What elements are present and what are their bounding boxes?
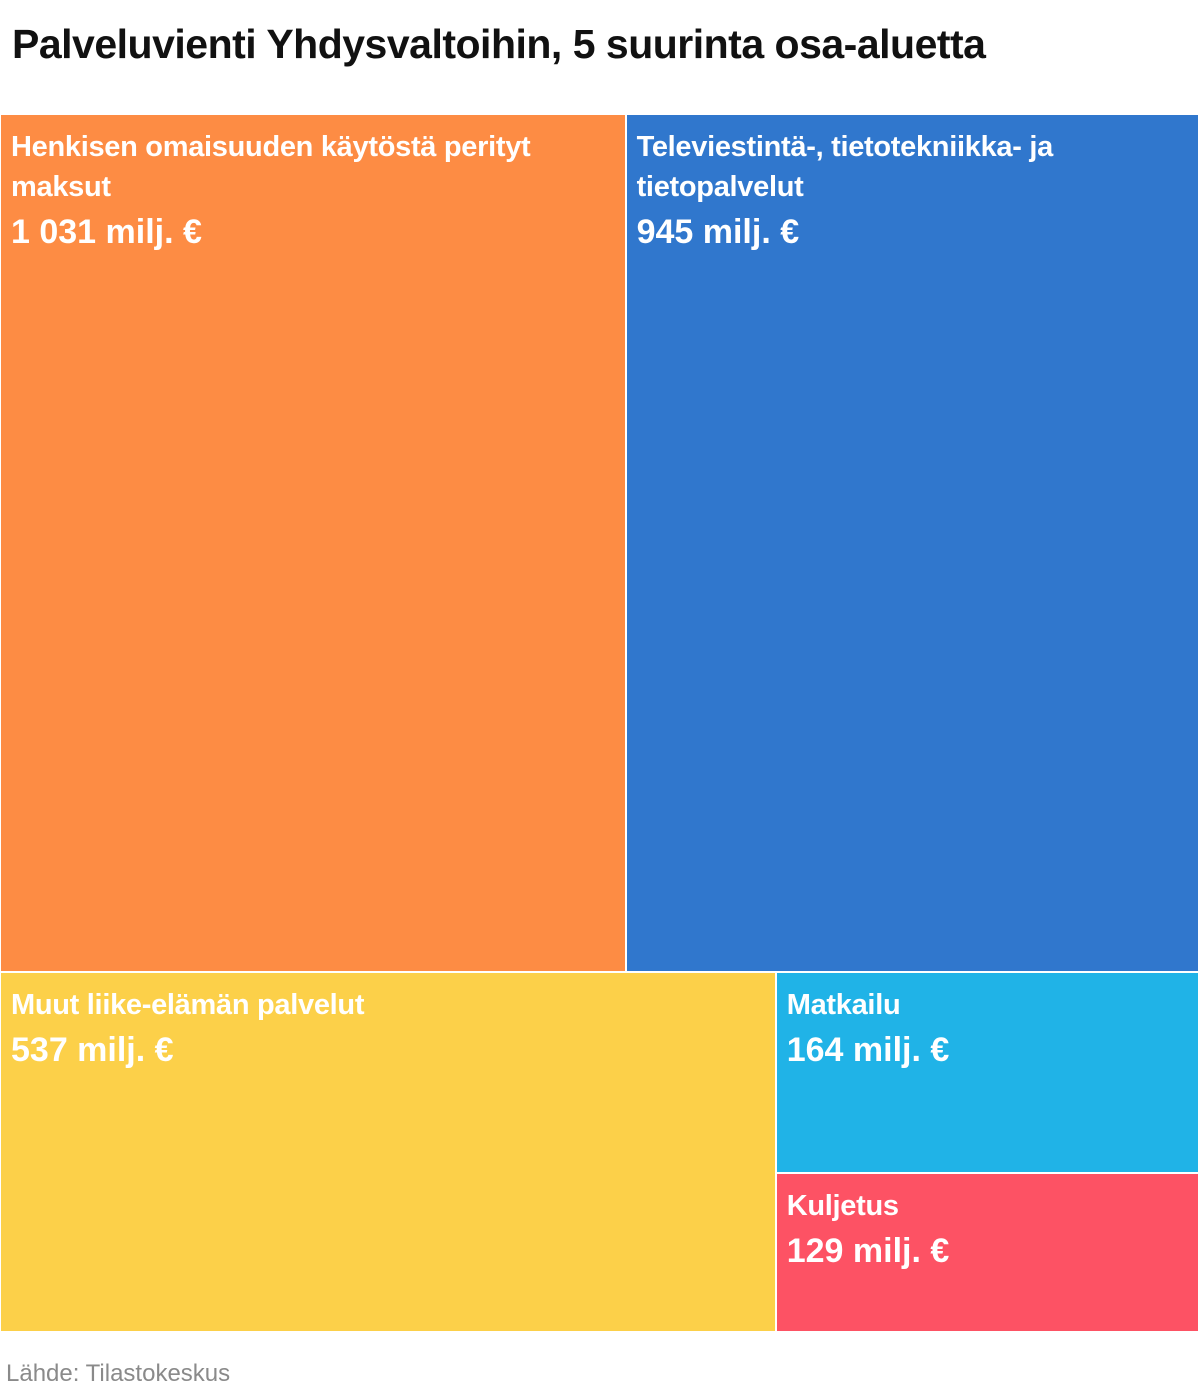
treemap-tile: Matkailu 164 milj. € — [775, 971, 1199, 1174]
treemap-tile: Kuljetus 129 milj. € — [775, 1173, 1199, 1332]
tile-label: Matkailu — [786, 988, 901, 1021]
tile-label: Kuljetus — [786, 1190, 899, 1223]
tile-value: 1 031 milj. € — [11, 213, 202, 251]
treemap-tile: Muut liike-elämän palvelut 537 milj. € — [0, 971, 776, 1332]
tile-value: 537 milj. € — [11, 1030, 174, 1069]
treemap-tile: Henkisen omaisuuden käytöstä perityt mak… — [0, 114, 626, 972]
treemap: Henkisen omaisuuden käytöstä perityt mak… — [0, 114, 1199, 1332]
chart-title: Palveluvienti Yhdysvaltoihin, 5 suurinta… — [12, 21, 986, 67]
tile-value: 164 milj. € — [786, 1030, 950, 1069]
source-note: Lähde: Tilastokeskus — [6, 1360, 231, 1387]
tile-value: 129 milj. € — [786, 1232, 950, 1271]
tile-label: Henkisen omaisuuden käytöstä perityt mak… — [11, 131, 531, 203]
tile-label: Muut liike-elämän palvelut — [11, 988, 365, 1021]
tile-value: 945 milj. € — [636, 213, 800, 251]
tile-label: Televiestintä-, tietotekniikka- ja tieto… — [636, 131, 1054, 203]
treemap-tile: Televiestintä-, tietotekniikka- ja tieto… — [625, 114, 1199, 972]
